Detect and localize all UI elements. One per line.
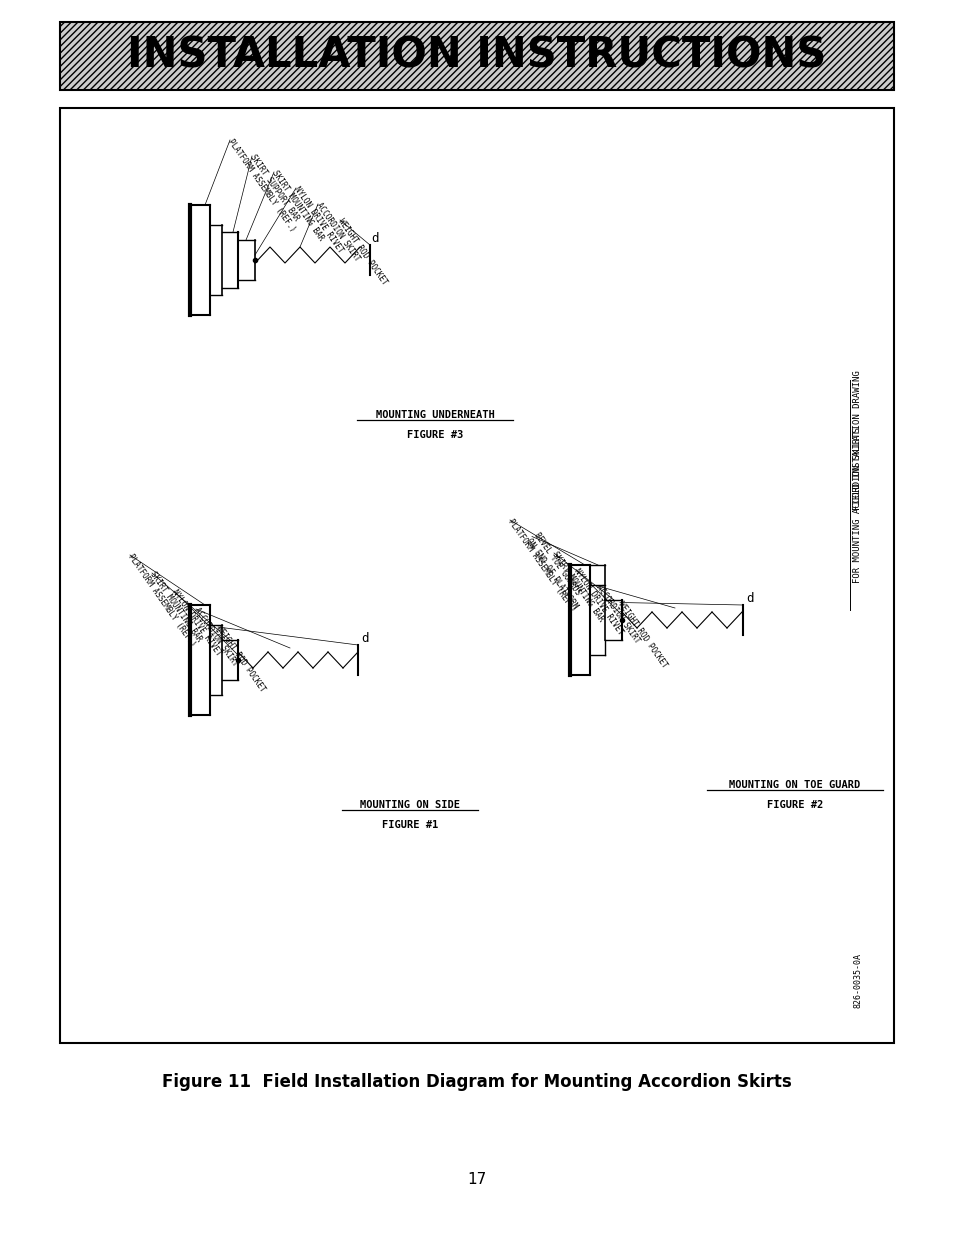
Text: MOUNTING ON SIDE: MOUNTING ON SIDE (359, 800, 459, 810)
Text: SKIRT MOUNTING BAR: SKIRT MOUNTING BAR (270, 169, 325, 243)
Text: ACCORDION SKIRT: ACCORDION SKIRT (193, 606, 239, 668)
Text: ACCORDION SKIRT: ACCORDION SKIRT (314, 201, 361, 263)
Text: PLATFORM ASSEMBLY (REF.): PLATFORM ASSEMBLY (REF.) (226, 137, 297, 233)
Text: INSTALLATION INSTRUCTIONS: INSTALLATION INSTRUCTIONS (127, 35, 826, 77)
Text: NYLON DRIVE RIVET: NYLON DRIVE RIVET (292, 185, 344, 254)
Text: PLATFORM ASSEMBLY (REF.): PLATFORM ASSEMBLY (REF.) (506, 517, 577, 614)
Text: WEIGHT ROD POCKET: WEIGHT ROD POCKET (616, 600, 668, 669)
Text: WEIGHT ROD POCKET: WEIGHT ROD POCKET (214, 625, 267, 694)
Text: SKIRT MOUNTING BAR: SKIRT MOUNTING BAR (148, 571, 203, 643)
Text: SKIRT SUPPORT BAR: SKIRT SUPPORT BAR (248, 153, 300, 224)
Text: MOUNTING UNDERNEATH: MOUNTING UNDERNEATH (375, 410, 494, 420)
Text: BEVEL TOE GUARDS
ON END OF PLATFORM: BEVEL TOE GUARDS ON END OF PLATFORM (523, 531, 587, 610)
Text: PLATFORM ASSEMBLY (REF.): PLATFORM ASSEMBLY (REF.) (126, 552, 197, 648)
Text: ACCORDION SKIRT: ACCORDION SKIRT (594, 583, 640, 646)
Text: SKIRT MOUNTING BAR: SKIRT MOUNTING BAR (550, 551, 605, 624)
Text: WEIGHT ROD POCKET: WEIGHT ROD POCKET (336, 217, 389, 287)
Text: NYLON DRIVE RIVET: NYLON DRIVE RIVET (572, 567, 624, 636)
Bar (60, 22, 893, 90)
Text: Figure 11  Field Installation Diagram for Mounting Accordion Skirts: Figure 11 Field Installation Diagram for… (162, 1073, 791, 1091)
Text: d: d (361, 631, 369, 645)
Text: FOR MOUNTING ACCORDION SKIRTS: FOR MOUNTING ACCORDION SKIRTS (853, 427, 862, 583)
Text: FIGURE #3: FIGURE #3 (406, 430, 462, 440)
Text: 826-0035-0A: 826-0035-0A (853, 952, 862, 1008)
Text: FIELD INSTALLATION DRAWING: FIELD INSTALLATION DRAWING (853, 370, 862, 510)
Text: NYLON DRIVE RIVET: NYLON DRIVE RIVET (171, 588, 223, 658)
Text: MOUNTING ON TOE GUARD: MOUNTING ON TOE GUARD (729, 781, 860, 790)
Bar (60, 107, 893, 1044)
Text: FIGURE #1: FIGURE #1 (381, 820, 437, 830)
Text: 17: 17 (467, 1172, 486, 1188)
Text: d: d (371, 231, 378, 245)
Text: d: d (745, 592, 753, 604)
Text: FIGURE #2: FIGURE #2 (766, 800, 822, 810)
